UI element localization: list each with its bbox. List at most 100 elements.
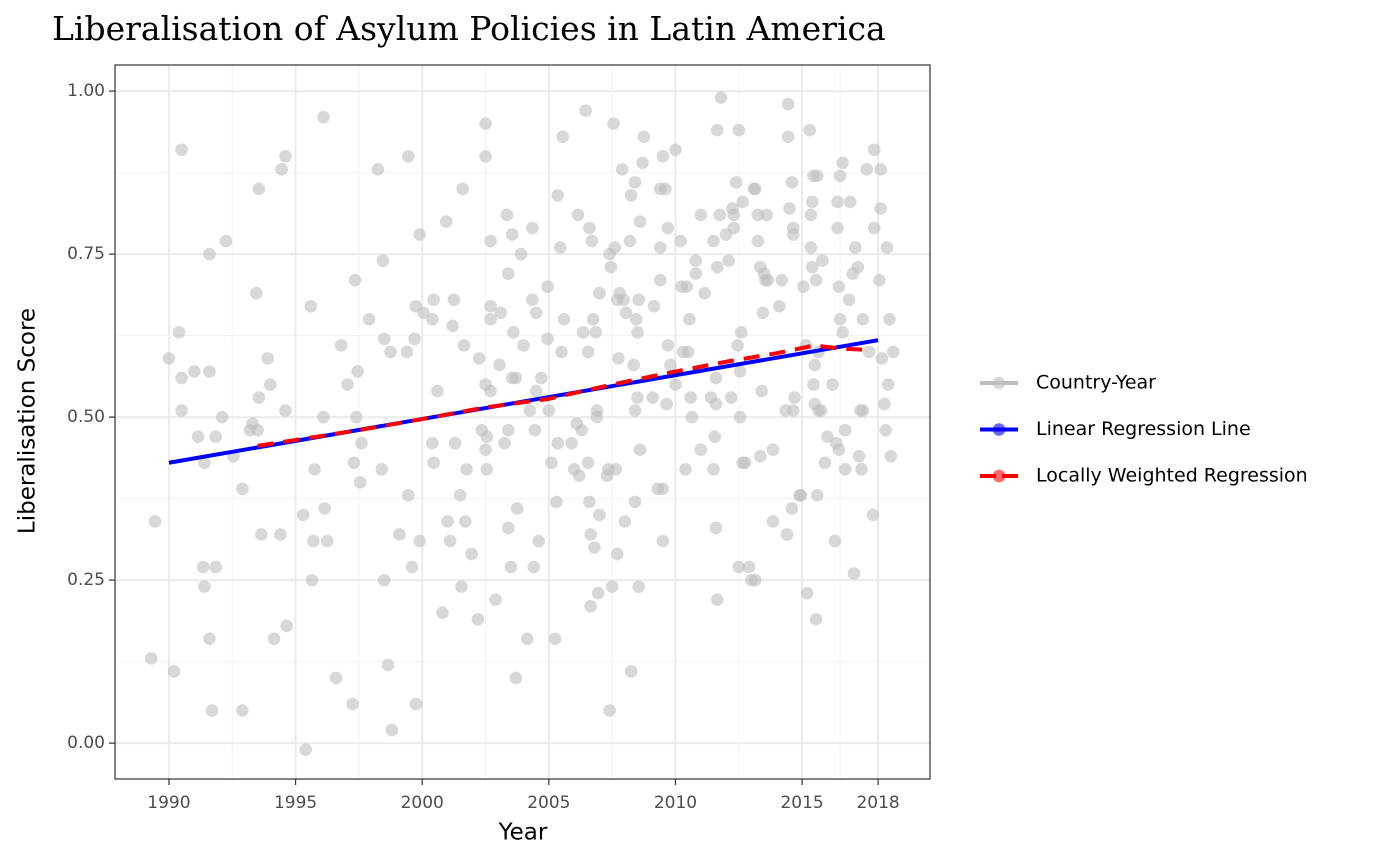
point [603,704,616,717]
point [636,156,649,170]
x-tick-label: 2005 [527,793,570,813]
point [205,704,219,717]
point [586,313,600,326]
point [756,306,770,320]
point [385,723,399,737]
point [751,208,765,222]
point [733,365,747,378]
point [689,254,703,267]
point [517,339,530,352]
legend-key-point [992,469,1006,483]
point [727,221,741,235]
point [808,358,822,372]
point [607,117,620,130]
point [669,378,682,391]
point [727,208,741,222]
point [766,443,780,457]
point [832,280,846,293]
point [754,449,767,463]
legend-label: Locally Weighted Regression [1036,465,1308,487]
point [172,326,186,339]
point [828,534,842,548]
point [209,430,223,443]
point [724,391,738,404]
point [794,489,808,502]
point [553,241,567,254]
point [493,358,506,372]
point [251,423,264,437]
point [679,462,692,476]
point [409,697,423,711]
point [589,326,602,339]
point [479,149,492,163]
point [550,495,563,509]
point [351,365,364,378]
point [826,378,839,391]
point [299,743,313,756]
point [375,462,388,476]
point [401,489,415,502]
point [748,182,762,196]
point [661,339,675,352]
point [572,469,586,483]
point [848,241,862,254]
point [816,254,829,267]
point [465,547,478,561]
point [856,404,870,417]
point [732,560,746,574]
point [610,547,624,561]
point [413,228,426,241]
point [393,528,406,541]
point [785,176,799,189]
point [797,280,810,293]
point [874,163,887,176]
point [842,293,856,307]
point [807,378,820,391]
point [632,293,646,307]
point [851,260,865,274]
point [347,456,361,470]
point [593,286,606,300]
panel-border [114,64,931,780]
point [627,358,640,372]
legend-label: Country-Year [1036,372,1156,394]
point [852,449,866,463]
point [664,358,677,372]
point [879,423,892,437]
point [722,254,735,267]
point [236,482,249,496]
point [296,508,310,522]
point [883,313,896,326]
point [612,352,625,365]
point [623,234,637,248]
point [507,326,520,339]
point [484,234,497,248]
point [427,293,440,307]
point [252,391,266,404]
point [832,443,846,457]
point [447,293,461,307]
point [529,306,543,320]
point [417,306,430,320]
point [551,189,565,202]
point [833,169,847,183]
point [831,221,844,235]
point [584,599,597,613]
point [494,306,508,320]
point [498,436,511,450]
point [534,371,548,385]
point [680,280,694,293]
point [618,515,632,528]
point [803,123,817,137]
point [456,182,470,196]
point [458,515,472,528]
point [867,221,881,235]
point [755,384,768,398]
point [593,508,606,522]
point [685,410,699,424]
point [196,560,210,574]
point [532,534,546,548]
point [439,215,453,228]
point [786,404,800,417]
